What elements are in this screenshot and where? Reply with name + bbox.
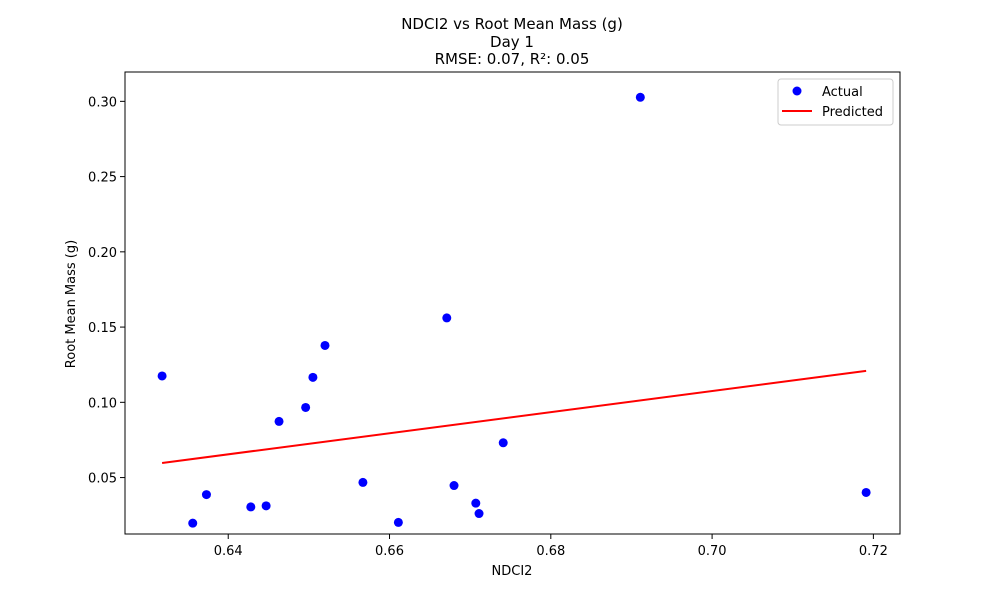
- legend-actual-marker: [792, 86, 802, 96]
- plot-frame: [124, 71, 901, 535]
- chart-subtitle: Day 1: [490, 33, 534, 51]
- y-axis: 0.05 0.10 0.15 0.20 0.25 0.30: [88, 95, 125, 487]
- actual-point: [358, 477, 368, 487]
- y-tick-label: 0.20: [88, 246, 117, 261]
- actual-point: [442, 313, 452, 323]
- y-tick-label: 0.15: [88, 321, 117, 336]
- y-axis-label: Root Mean Mass (g): [64, 240, 79, 368]
- plot-area: [157, 92, 871, 528]
- legend-actual-label: Actual: [822, 85, 863, 100]
- x-tick-label: 0.72: [859, 544, 888, 559]
- actual-point: [188, 518, 198, 528]
- legend-predicted-label: Predicted: [822, 105, 883, 120]
- actual-point: [157, 371, 167, 381]
- y-tick-label: 0.30: [88, 95, 117, 110]
- x-axis-label: NDCI2: [492, 564, 533, 579]
- chart-metrics: RMSE: 0.07, R²: 0.05: [435, 50, 590, 68]
- actual-point: [201, 490, 211, 500]
- chart-title: NDCI2 vs Root Mean Mass (g): [401, 15, 623, 33]
- legend: Actual Predicted: [777, 78, 894, 126]
- actual-point: [471, 498, 481, 508]
- actual-point: [393, 517, 403, 527]
- actual-point: [308, 372, 318, 382]
- actual-point: [474, 509, 484, 519]
- actual-point: [246, 502, 256, 512]
- y-tick-label: 0.05: [88, 472, 117, 487]
- actual-point: [301, 402, 311, 412]
- x-tick-label: 0.70: [698, 544, 727, 559]
- actual-point: [449, 481, 459, 491]
- x-tick-label: 0.66: [375, 544, 404, 559]
- y-tick-label: 0.10: [88, 396, 117, 411]
- predicted-line: [161, 369, 867, 464]
- x-tick-label: 0.68: [536, 544, 565, 559]
- x-tick-label: 0.64: [214, 544, 243, 559]
- actual-point: [861, 487, 871, 497]
- x-axis: 0.64 0.66 0.68 0.70 0.72: [214, 534, 888, 559]
- actual-point: [261, 501, 271, 511]
- y-tick-label: 0.25: [88, 171, 117, 186]
- actual-point: [320, 340, 330, 350]
- actual-point: [498, 438, 508, 448]
- actual-point: [274, 416, 284, 426]
- actual-point: [635, 92, 645, 102]
- legend-box: [777, 78, 894, 126]
